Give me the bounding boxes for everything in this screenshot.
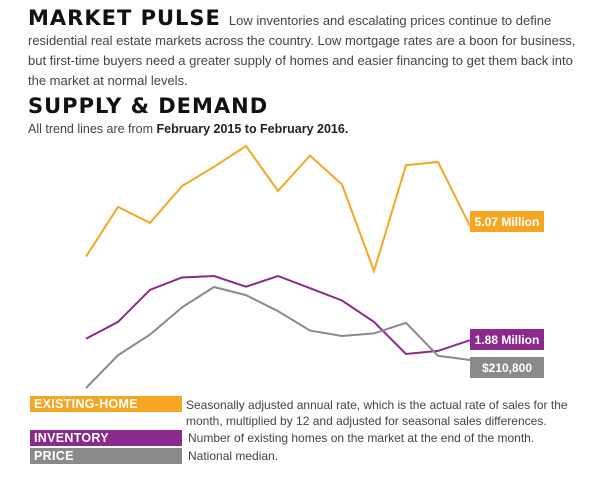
series-line-price	[85, 285, 471, 389]
legend-desc-price: National median.	[188, 449, 279, 463]
market-pulse-block: MARKET PULSE Low inventories and escalati…	[28, 8, 584, 91]
legend-desc-existing-home-sales: Seasonally adjusted annual rate, which i…	[186, 398, 568, 428]
market-pulse-text: Low inventories and escalating prices co…	[28, 13, 576, 88]
series-line-inventory	[85, 274, 471, 356]
legend-tag-inventory: INVENTORY	[30, 430, 182, 446]
end-label-inventory-text: 1.88 Million	[475, 333, 540, 347]
end-label-price-text: $210,800	[482, 361, 532, 375]
end-label-sales-text: 5.07 Million	[475, 215, 540, 229]
supply-demand-title: SUPPLY & DEMAND	[28, 94, 269, 118]
subtitle-date-range: February 2015 to February 2016.	[156, 122, 349, 136]
end-label-sales: 5.07 Million	[470, 211, 544, 232]
end-label-inventory: 1.88 Million	[470, 329, 544, 350]
legend-tag-price: PRICE	[30, 448, 182, 464]
legend-tag-existing-home-sales: EXISTING-HOME SALES	[30, 396, 182, 427]
subtitle-prefix: All trend lines are from	[28, 122, 157, 136]
chart-subtitle: All trend lines are from February 2015 t…	[28, 122, 348, 136]
series-line-existing-home-sales	[85, 144, 471, 275]
end-label-price: $210,800	[470, 357, 544, 378]
legend-desc-inventory: Number of existing homes on the market a…	[188, 431, 535, 445]
market-pulse-title: MARKET PULSE	[28, 6, 221, 30]
